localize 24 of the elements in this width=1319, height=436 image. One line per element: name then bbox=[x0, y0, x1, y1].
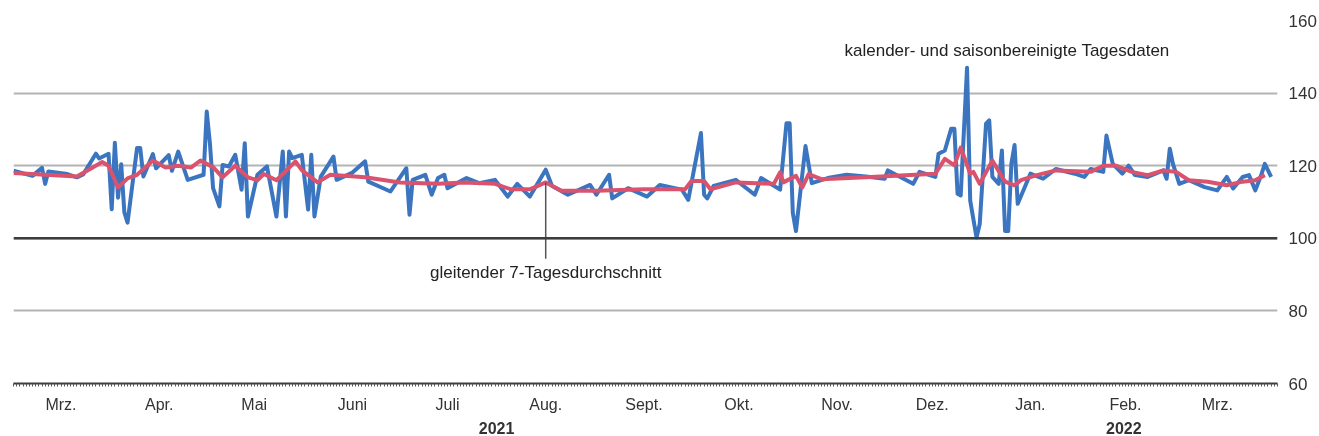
y-tick-label: 80 bbox=[1288, 301, 1308, 321]
y-tick-label: 60 bbox=[1288, 374, 1308, 394]
x-tick-label: Dez. bbox=[915, 395, 949, 413]
x-tick-label: Okt. bbox=[724, 395, 754, 413]
text: 2021 bbox=[478, 419, 515, 436]
annotation: gleitender 7-Tagesdurchschnitt bbox=[429, 262, 662, 282]
x-tick-label: Apr. bbox=[144, 395, 174, 413]
x-tick-label: Juni bbox=[337, 395, 368, 413]
x-tick-label: Mrz. bbox=[1201, 395, 1233, 413]
y-tick-label: 140 bbox=[1288, 84, 1317, 104]
x-tick-label: Nov. bbox=[821, 395, 854, 413]
x-tick-label: Aug. bbox=[529, 395, 563, 413]
x-tick-label: Feb. bbox=[1109, 395, 1142, 413]
x-tick-label: Sept. bbox=[625, 395, 663, 413]
x-tick-label: Mrz. bbox=[45, 395, 77, 413]
text: 2022 bbox=[1106, 419, 1142, 436]
x-tick-label: Jan. bbox=[1015, 395, 1046, 413]
y-tick-label: 100 bbox=[1288, 229, 1317, 249]
y-tick-label: 160 bbox=[1288, 11, 1317, 31]
y-tick-label: 120 bbox=[1288, 156, 1317, 176]
x-tick-label: Juli bbox=[435, 395, 460, 413]
line-series bbox=[13, 145, 1267, 193]
x-tick-label: Mai bbox=[241, 395, 268, 413]
annotation: kalender- und saisonbereinigte Tagesdaten bbox=[844, 40, 1170, 60]
